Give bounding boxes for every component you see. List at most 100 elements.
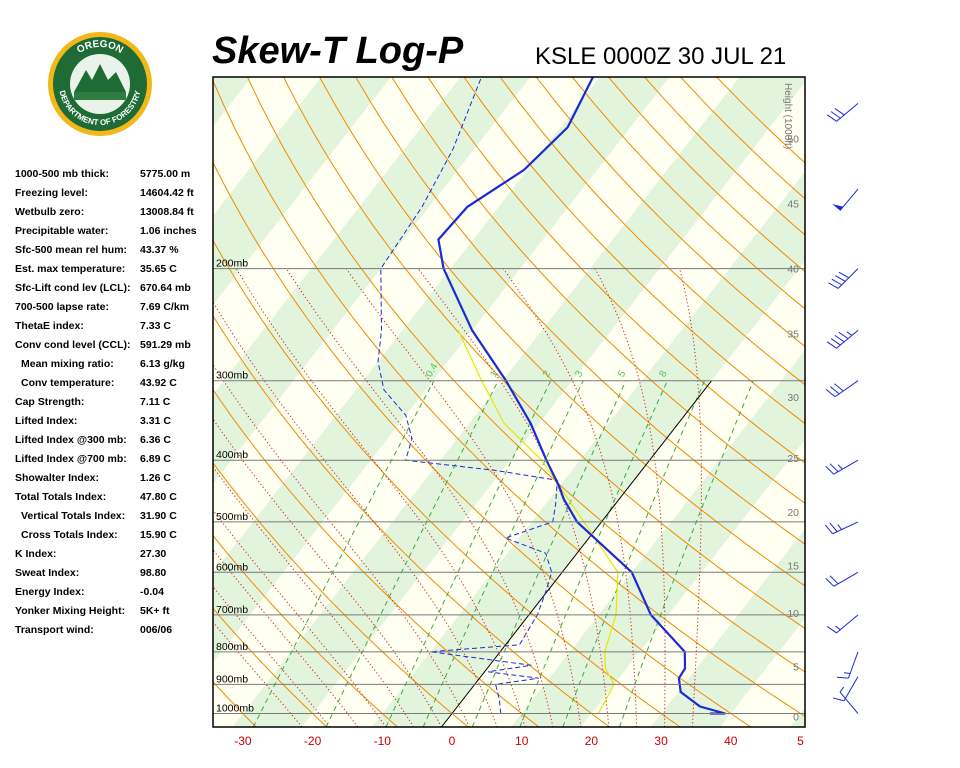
stat-row: Lifted Index: 3.31 C: [15, 415, 210, 434]
stat-label: Freezing level:: [15, 187, 88, 199]
stat-row: Transport wind: 006/06: [15, 624, 210, 643]
wind-barb-half-feather: [846, 331, 853, 336]
pressure-label: 800mb: [216, 641, 248, 653]
mixing-ratio-label: 3: [573, 368, 586, 379]
stat-label: Sweat Index:: [15, 567, 80, 579]
wind-barb-half-feather: [837, 524, 843, 530]
dry-adiabat: [213, 239, 681, 727]
stat-label: Cross Totals Index:: [21, 529, 118, 541]
dry-adiabat: [213, 79, 805, 718]
height-axis-label: Height (1000ft): [782, 83, 793, 149]
stat-row: Sfc-Lift cond lev (LCL): 670.64 mb: [15, 282, 210, 301]
wind-barb-half-feather: [835, 625, 841, 631]
wind-barb-feather: [826, 626, 837, 634]
dry-adiabat: [213, 534, 398, 727]
stat-row: Wetbulb zero: 13008.84 ft: [15, 206, 210, 225]
sounding-indices-panel: 1000-500 mb thick: 5775.00 m Freezing leve…: [15, 168, 210, 643]
stat-value: 1.06 inches: [140, 225, 197, 237]
wind-barb-staff: [847, 651, 859, 679]
wind-barb: [837, 651, 859, 679]
wind-barb-feather: [825, 465, 835, 475]
wind-barb-feather: [837, 676, 849, 679]
height-tick-label: 25: [787, 453, 799, 465]
height-tick-label: 30: [787, 392, 799, 404]
dry-adiabat: [499, 77, 805, 386]
wind-barb-staff: [839, 691, 859, 714]
wind-barb-feather: [829, 575, 839, 585]
wind-barb-feather: [835, 275, 846, 282]
stat-row: Vertical Totals Index: 31.90 C: [15, 510, 210, 529]
stat-label: ThetaE index:: [15, 320, 84, 332]
stat-row: Freezing level: 14604.42 ft: [15, 187, 210, 206]
stat-value: 6.89 C: [140, 453, 171, 465]
stat-row: Showalter Index: 1.26 C: [15, 472, 210, 491]
wind-barb: [832, 188, 859, 211]
wind-barb-flag: [832, 204, 844, 211]
stat-value: 591.29 mb: [140, 339, 191, 351]
wind-barb-half-feather: [837, 464, 843, 470]
dry-adiabat: [283, 77, 805, 630]
stat-value: 27.30: [140, 548, 167, 560]
temperature-band: [213, 77, 531, 484]
mixing-ratio-line: [619, 380, 754, 727]
height-tick-label: 45: [787, 198, 799, 210]
stat-label: Precipitable water:: [15, 225, 109, 237]
wind-barb-feather: [830, 338, 841, 346]
logo-top-text: OREGON: [75, 39, 125, 56]
pressure-label: 600mb: [216, 561, 248, 573]
stat-label: Yonker Mixing Height:: [15, 605, 126, 617]
stat-label: Showalter Index:: [15, 472, 100, 484]
wind-barb: [839, 686, 859, 714]
stat-value: 3.31 C: [140, 415, 171, 427]
dry-adiabat: [391, 77, 805, 504]
wind-barb-staff: [843, 676, 859, 702]
wind-barb-staff: [836, 614, 859, 634]
stat-value: 670.64 mb: [140, 282, 191, 294]
wind-barb-feather: [831, 278, 842, 286]
wind-barb: [825, 459, 859, 475]
stat-value: 6.36 C: [140, 434, 171, 446]
height-tick-label: 15: [787, 560, 799, 572]
wind-barb-staff: [832, 521, 859, 535]
temperature-band: [371, 171, 805, 727]
oregon-department-of-forestry-logo: OREGON DEPARTMENT OF FORESTRY: [48, 32, 152, 136]
wind-barb: [832, 676, 859, 702]
stat-value: 13008.84 ft: [140, 206, 194, 218]
height-tick-label: 10: [787, 608, 799, 620]
mixing-ratio-label: 5: [616, 368, 629, 379]
temperature-bands: [213, 77, 805, 727]
moist-adiabat: [502, 268, 638, 727]
wind-barb-feather: [834, 383, 844, 392]
x-tick-label: 30: [654, 734, 668, 748]
height-tick-label: 20: [787, 507, 799, 519]
dry-adiabat: [213, 314, 610, 727]
stat-value: 7.11 C: [140, 396, 171, 408]
stat-value: 14604.42 ft: [140, 187, 194, 199]
wind-barb-half-feather: [839, 686, 845, 693]
x-tick-label: -10: [374, 734, 392, 748]
stat-label: Energy Index:: [15, 586, 85, 598]
mixing-ratio-label: 1: [488, 368, 501, 379]
moist-adiabat: [679, 268, 702, 727]
stat-row: Total Totals Index: 47.80 C: [15, 491, 210, 510]
stat-value: 47.80 C: [140, 491, 177, 503]
x-tick-label: 10: [515, 734, 529, 748]
wind-barbs: [824, 102, 859, 714]
wind-barb-feather: [834, 108, 845, 116]
stat-label: Transport wind:: [15, 624, 94, 636]
x-tick-label: 0: [449, 734, 456, 748]
stat-label: 700-500 lapse rate:: [15, 301, 109, 313]
x-tick-label: 5: [797, 734, 804, 748]
wind-barb-feather: [826, 341, 837, 349]
mixing-ratio-line: [325, 380, 499, 727]
mixing-ratio-label: 8: [657, 368, 670, 379]
stat-label: Lifted Index:: [15, 415, 78, 427]
stat-row: K Index: 27.30: [15, 548, 210, 567]
dry-adiabat: [535, 77, 805, 348]
wind-barb: [826, 614, 859, 634]
stat-label: Sfc-Lift cond lev (LCL):: [15, 282, 131, 294]
moist-adiabat: [417, 268, 610, 727]
pressure-label: 400mb: [216, 449, 248, 461]
wind-barb-staff: [839, 188, 859, 211]
stat-row: Lifted Index @700 mb: 6.89 C: [15, 453, 210, 472]
